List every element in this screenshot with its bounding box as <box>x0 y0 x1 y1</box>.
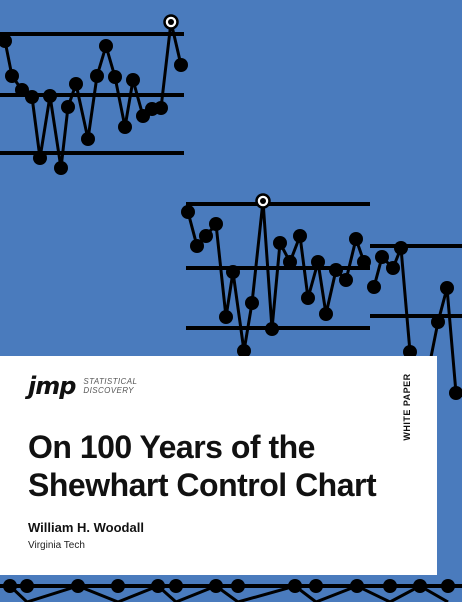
chart-d-point-2 <box>71 579 85 593</box>
chart-b-point-14 <box>311 255 325 269</box>
chart-b-point-11 <box>283 255 297 269</box>
chart-a-point-3 <box>25 90 39 104</box>
chart-d-point-13 <box>441 579 455 593</box>
chart-b-point-4 <box>219 310 233 324</box>
title-line-2: Shewhart Control Chart <box>28 467 377 503</box>
chart-a-point-12 <box>108 70 122 84</box>
chart-c-point-0 <box>367 280 381 294</box>
jmp-logo-text: jmp <box>28 372 76 400</box>
chart-a-point-17 <box>154 101 168 115</box>
chart-a-point-5 <box>43 89 57 103</box>
chart-b-point-17 <box>339 273 353 287</box>
logo-tagline-line1: STATISTICAL <box>83 377 138 386</box>
chart-b-point-2 <box>199 229 213 243</box>
chart-c-point-8 <box>449 386 462 400</box>
jmp-logo: jmp STATISTICAL DISCOVERY <box>28 374 137 398</box>
chart-a-point-7 <box>61 100 75 114</box>
chart-b-point-3 <box>209 217 223 231</box>
chart-d-point-3 <box>111 579 125 593</box>
title-line-1: On 100 Years of the <box>28 429 315 465</box>
chart-d-point-10 <box>350 579 364 593</box>
chart-b-point-0 <box>181 205 195 219</box>
logo-tagline: STATISTICAL DISCOVERY <box>83 377 137 395</box>
chart-b-point-13 <box>301 291 315 305</box>
document-type-text: WHITE PAPER <box>402 373 412 441</box>
chart-a-point-9 <box>81 132 95 146</box>
chart-a-point-8 <box>69 77 83 91</box>
chart-b-point-18 <box>349 232 363 246</box>
chart-d-point-0 <box>3 579 17 593</box>
chart-a-point-11 <box>99 39 113 53</box>
chart-c-point-3 <box>394 241 408 255</box>
chart-b-point-6 <box>237 344 251 358</box>
chart-b-point-16 <box>329 263 343 277</box>
chart-b-highlight-point-center-8 <box>260 198 266 204</box>
chart-b-point-19 <box>357 255 371 269</box>
chart-d-point-11 <box>383 579 397 593</box>
chart-a-point-14 <box>126 73 140 87</box>
chart-d-series-line <box>8 584 449 602</box>
chart-d-point-4 <box>151 579 165 593</box>
chart-a-point-13 <box>118 120 132 134</box>
chart-d-point-12 <box>413 579 427 593</box>
logo-tagline-line2: DISCOVERY <box>83 386 134 395</box>
chart-a-point-19 <box>174 58 188 72</box>
chart-b-point-15 <box>319 307 333 321</box>
chart-d-point-6 <box>209 579 223 593</box>
chart-d-point-5 <box>169 579 183 593</box>
chart-b-point-12 <box>293 229 307 243</box>
chart-c-point-7 <box>440 281 454 295</box>
chart-c-point-4 <box>403 345 417 359</box>
chart-d-point-7 <box>231 579 245 593</box>
chart-d-point-9 <box>309 579 323 593</box>
chart-a-point-6 <box>54 161 68 175</box>
chart-a-point-0 <box>0 34 12 48</box>
chart-c-point-1 <box>375 250 389 264</box>
chart-d-point-8 <box>288 579 302 593</box>
author-name: William H. Woodall <box>28 520 144 535</box>
chart-b-point-1 <box>190 239 204 253</box>
document-type-label: WHITE PAPER <box>400 373 414 444</box>
chart-b-point-7 <box>245 296 259 310</box>
chart-a-point-1 <box>5 69 19 83</box>
chart-a-point-2 <box>15 83 29 97</box>
title-panel: jmp STATISTICAL DISCOVERY WHITE PAPER On… <box>0 356 437 575</box>
chart-c-point-6 <box>431 315 445 329</box>
chart-b-series-line <box>186 199 366 353</box>
chart-c-point-2 <box>386 261 400 275</box>
chart-b-point-5 <box>226 265 240 279</box>
chart-a-point-10 <box>90 69 104 83</box>
document-title: On 100 Years of the Shewhart Control Cha… <box>28 428 377 504</box>
chart-b-point-10 <box>273 236 287 250</box>
chart-b-point-9 <box>265 322 279 336</box>
chart-a-point-4 <box>33 151 47 165</box>
chart-a-highlight-point-center-18 <box>168 19 174 25</box>
chart-d-point-1 <box>20 579 34 593</box>
author-affiliation: Virginia Tech <box>28 540 85 551</box>
